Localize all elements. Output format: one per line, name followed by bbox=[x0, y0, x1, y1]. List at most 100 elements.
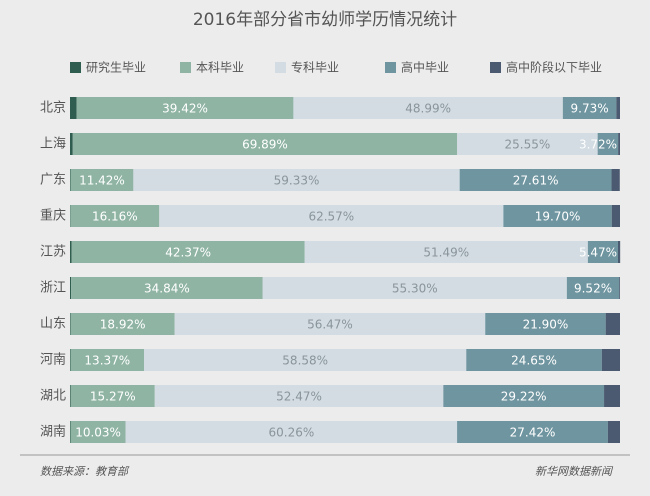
data-label: 51.49% bbox=[423, 246, 469, 260]
data-label: 21.90% bbox=[523, 318, 569, 332]
y-tick-label: 浙江 bbox=[40, 281, 66, 296]
bar-segment bbox=[457, 421, 608, 443]
y-tick-label: 山东 bbox=[40, 317, 66, 332]
legend-swatch bbox=[180, 62, 191, 73]
data-label: 59.33% bbox=[274, 174, 320, 188]
y-tick-label: 重庆 bbox=[40, 208, 66, 224]
data-label: 16.16% bbox=[92, 210, 138, 224]
bar-segment bbox=[70, 97, 77, 119]
bar-segment bbox=[617, 241, 621, 263]
data-label: 5.47% bbox=[579, 246, 617, 260]
bar-segment bbox=[619, 277, 620, 299]
data-label: 13.37% bbox=[84, 354, 130, 368]
bar-segment bbox=[443, 385, 605, 407]
data-label: 48.99% bbox=[405, 102, 451, 116]
bar-segment bbox=[144, 349, 467, 371]
data-label: 9.73% bbox=[571, 102, 609, 116]
data-label: 19.70% bbox=[535, 210, 581, 224]
bar-segment bbox=[604, 385, 620, 407]
bar-segment bbox=[70, 385, 155, 407]
bar-segment bbox=[616, 97, 620, 119]
bar-segment bbox=[304, 241, 588, 263]
bar-segment bbox=[133, 169, 460, 191]
bar-segment bbox=[72, 133, 458, 155]
bar-segment bbox=[459, 169, 612, 191]
y-tick-label: 湖北 bbox=[40, 389, 66, 404]
bar-segment bbox=[70, 349, 71, 371]
credit: 新华网数据新闻 bbox=[535, 465, 614, 478]
bar-segment bbox=[618, 133, 620, 155]
bar-segment bbox=[159, 205, 504, 227]
bar-segment bbox=[262, 277, 567, 299]
data-label: 9.52% bbox=[574, 282, 612, 296]
bar-segment bbox=[70, 205, 160, 227]
bar-segment bbox=[607, 421, 620, 443]
data-label: 15.27% bbox=[90, 390, 136, 404]
bar-segment bbox=[503, 205, 612, 227]
y-tick-label: 广东 bbox=[40, 173, 66, 188]
legend-label: 专科毕业 bbox=[291, 60, 339, 75]
bar-segment bbox=[457, 133, 598, 155]
bar-segment bbox=[70, 313, 175, 335]
legend-swatch bbox=[275, 62, 286, 73]
bar-segment bbox=[605, 313, 620, 335]
legend-label: 研究生毕业 bbox=[86, 60, 146, 75]
bar-segment bbox=[70, 169, 134, 191]
bar-segment bbox=[174, 313, 486, 335]
y-tick-label: 河南 bbox=[40, 352, 66, 368]
y-tick-label: 湖南 bbox=[40, 424, 66, 440]
bar-segment bbox=[466, 349, 602, 371]
bar-segment bbox=[70, 241, 72, 263]
bar-segment bbox=[70, 277, 72, 299]
data-label: 25.55% bbox=[505, 138, 551, 152]
bar-segment bbox=[485, 313, 606, 335]
legend-label: 高中毕业 bbox=[401, 60, 449, 75]
data-label: 3.72% bbox=[579, 138, 617, 152]
data-label: 58.58% bbox=[282, 354, 328, 368]
legend-swatch bbox=[70, 62, 81, 73]
bar-segment bbox=[597, 133, 619, 155]
bar-segment bbox=[611, 169, 620, 191]
bar-segment bbox=[566, 277, 620, 299]
bar-segment bbox=[70, 385, 71, 407]
legend-label: 本科毕业 bbox=[196, 61, 244, 75]
bar-segment bbox=[125, 421, 458, 443]
data-label: 27.42% bbox=[510, 426, 556, 440]
bar-segment bbox=[71, 277, 263, 299]
data-label: 27.61% bbox=[513, 174, 559, 188]
source: 数据来源：教育部 bbox=[40, 465, 130, 478]
data-label: 10.03% bbox=[75, 426, 121, 440]
data-label: 56.47% bbox=[307, 318, 353, 332]
y-tick-label: 北京 bbox=[40, 101, 66, 116]
data-label: 34.84% bbox=[144, 282, 190, 296]
y-tick-label: 江苏 bbox=[40, 244, 66, 260]
chart-title: 2016年部分省市幼师学历情况统计 bbox=[193, 10, 457, 30]
data-label: 55.30% bbox=[392, 282, 438, 296]
bar-segment bbox=[70, 349, 145, 371]
legend-swatch bbox=[490, 62, 501, 73]
data-label: 18.92% bbox=[100, 318, 146, 332]
bar-segment bbox=[71, 241, 305, 263]
bar-segment bbox=[154, 385, 444, 407]
data-label: 29.22% bbox=[501, 390, 547, 404]
bar-segment bbox=[587, 241, 618, 263]
bar-segment bbox=[611, 205, 620, 227]
data-label: 11.42% bbox=[79, 174, 125, 188]
bar-segment bbox=[70, 421, 126, 443]
bar-segment bbox=[70, 313, 71, 335]
bar-segment bbox=[70, 133, 73, 155]
bar-segment bbox=[562, 97, 617, 119]
data-label: 60.26% bbox=[268, 426, 314, 440]
data-label: 69.89% bbox=[242, 138, 288, 152]
bar-segment bbox=[293, 97, 563, 119]
data-label: 42.37% bbox=[165, 246, 211, 260]
legend-label: 高中阶段以下毕业 bbox=[506, 60, 602, 75]
data-label: 39.42% bbox=[162, 102, 208, 116]
y-tick-label: 上海 bbox=[40, 137, 66, 152]
data-label: 24.65% bbox=[511, 354, 557, 368]
bar-segment bbox=[76, 97, 294, 119]
bar-segment bbox=[70, 169, 71, 191]
data-label: 52.47% bbox=[276, 390, 322, 404]
bar-segment bbox=[601, 349, 620, 371]
